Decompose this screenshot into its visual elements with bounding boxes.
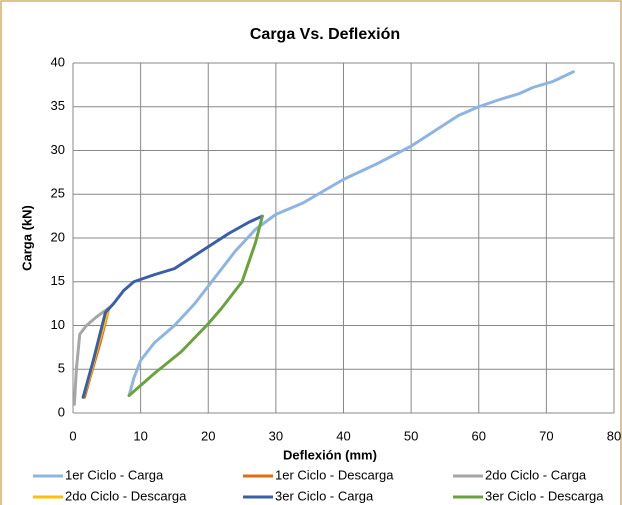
y-tick-label: 10 — [51, 317, 65, 332]
series-line — [127, 70, 575, 397]
x-tick-label: 20 — [201, 428, 215, 443]
y-tick-label: 40 — [51, 54, 65, 69]
x-tick-label: 60 — [472, 428, 486, 443]
legend-label: 1er Ciclo - Carga — [65, 467, 164, 482]
x-tick-label: 80 — [607, 428, 621, 443]
x-tick-label: 30 — [269, 428, 283, 443]
x-tick-label: 0 — [69, 428, 76, 443]
y-tick-label: 0 — [58, 404, 65, 419]
legend-label: 3er Ciclo - Descarga — [485, 488, 604, 503]
y-tick-label: 20 — [51, 229, 65, 244]
legend-label: 3er Ciclo - Carga — [275, 488, 374, 503]
y-tick-label: 5 — [58, 361, 65, 376]
x-axis-title: Deflexión (mm) — [283, 447, 377, 462]
x-tick-label: 10 — [133, 428, 147, 443]
x-tick-label: 50 — [404, 428, 418, 443]
x-tick-label: 40 — [336, 428, 350, 443]
legend-label: 1er Ciclo - Descarga — [275, 467, 394, 482]
chart-title: Carga Vs. Deflexión — [250, 26, 400, 43]
y-tick-label: 35 — [51, 98, 65, 113]
legend-label: 2do Ciclo - Carga — [485, 467, 587, 482]
legend-label: 2do Ciclo - Descarga — [65, 488, 187, 503]
y-axis-title: Carga (kN) — [19, 205, 34, 271]
legend: 1er Ciclo - Carga 1er Ciclo - Descarga 2do… — [33, 467, 604, 503]
y-tick-label: 25 — [51, 186, 65, 201]
series-line — [127, 214, 264, 397]
series-line — [72, 306, 111, 406]
y-tick-label: 30 — [51, 142, 65, 157]
x-tick-label: 70 — [539, 428, 553, 443]
y-tick-label: 15 — [51, 273, 65, 288]
series-line — [81, 214, 264, 399]
